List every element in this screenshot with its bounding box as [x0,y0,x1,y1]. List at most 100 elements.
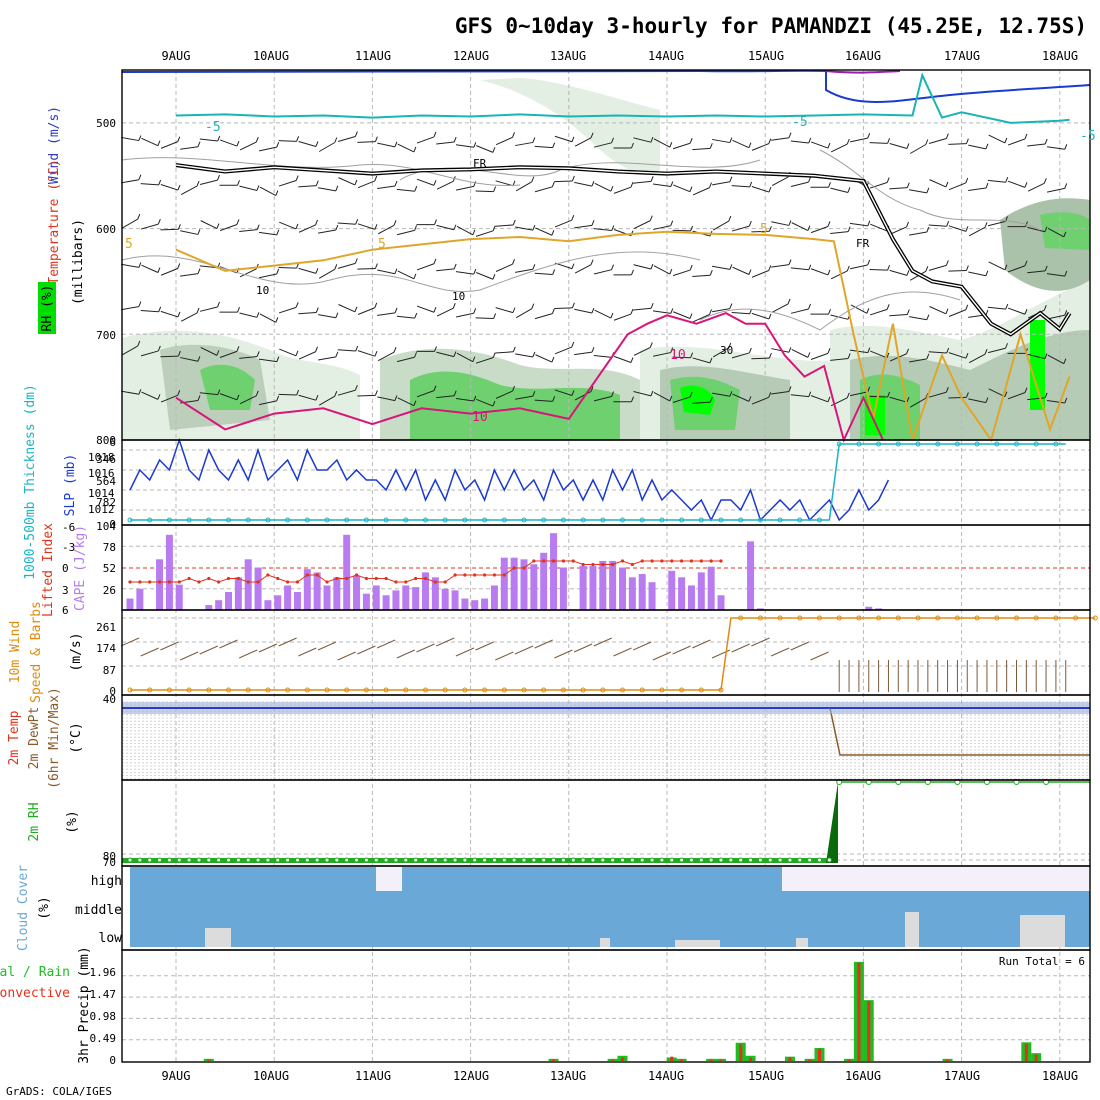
wind-barb [199,138,218,142]
wind-barb [672,396,691,403]
wind10m-marker [836,615,842,621]
wind-barb-flag [846,265,850,272]
wind10m-barb [672,645,691,655]
thickness-marker [836,441,842,447]
tick-label: 1012 [88,503,115,516]
wind10m-barb [140,647,159,657]
wind-barb-flag [532,264,536,270]
wind-barb [278,393,297,396]
wind-barb-flag [768,313,772,320]
wind-barb-flag [1024,133,1028,140]
wind10m-marker [245,687,251,693]
wind-barb-flag [315,219,318,226]
wind-barb [515,226,533,231]
wind10m-marker [915,615,921,621]
wind-barb [928,264,947,271]
chart-title: GFS 0~10day 3-hourly for PAMANDZI (45.25… [455,14,1087,38]
wind-barb [672,142,691,150]
wind-barb-flag [531,303,535,309]
cape-bar [481,598,489,610]
cloud-low-gap [905,912,919,947]
wind-barb [160,228,179,231]
wind10m-barb [258,643,278,653]
rh2m-marker [728,857,734,863]
wind-barb-flag [197,141,201,147]
wind-barb [515,308,533,319]
cape-bar [293,592,301,610]
wind-barb [396,356,415,363]
wind-barb-flag [413,400,417,406]
wind-barb-flag [453,390,457,396]
wind-barb-flag [650,390,654,397]
cape-bar [510,557,518,610]
lifted-index-marker [640,559,644,563]
rh2m-marker [314,857,320,863]
rh2m-marker [738,857,744,863]
wind-barb-flag [414,186,418,192]
tick-label: 346 [96,453,116,466]
lifted-index-marker [473,573,477,577]
wind-barb [298,141,317,147]
rh2m-marker [344,857,350,863]
rh2m-marker [324,857,330,863]
wind-barb-flag [749,181,753,188]
wind-barb-flag [157,394,161,400]
wind-barb [495,263,513,272]
lifted-index-marker [394,580,398,584]
wind-barb-flag [512,346,516,352]
wind-barb-flag [926,187,930,194]
rh2m-marker [137,857,143,863]
wind-barb [1007,265,1026,273]
wind-barb-flag [867,132,871,139]
tick-label: 6 [62,604,69,617]
wind-barb [180,146,199,150]
rh2m-marker [166,857,172,863]
cape-bar [284,585,292,610]
thickness-marker [698,517,704,523]
wind-barb-flag [393,347,397,353]
rh2m-marker [659,857,665,863]
wind-barb [653,392,671,402]
wind-barb [672,229,691,232]
lifted-index-marker [295,580,300,584]
wind-barb-flag [237,180,240,186]
wind-barb-flag [177,390,181,396]
wind10m-barb [475,641,494,651]
wind-barb-flag [217,301,220,308]
wind-barb-flag [1024,182,1028,188]
wind-barb-flag [374,263,378,269]
wind-barb-flag [157,140,161,146]
rh2m-marker [373,857,379,863]
lifted-index-marker [384,576,388,581]
wind10m-marker [856,615,862,621]
rh2m-marker [521,857,527,863]
wind-barb [948,396,967,399]
rh-blob [680,385,715,415]
rh-contour-line [121,251,701,293]
wind-barb-flag [689,264,693,271]
tick-label: -3 [62,541,75,554]
wind-barb [909,231,927,236]
lifted-index-marker [433,580,437,584]
wind-barb-flag [531,176,535,182]
wind-barb-flag [591,180,595,187]
rh-contour-label: 10 [452,290,465,303]
wind-barb-flag [196,180,200,187]
wind-barb-flag [394,141,398,148]
wind-barb-flag [729,303,733,309]
wind10m-marker [285,687,291,693]
wind-barb [475,317,494,319]
lifted-index-marker [542,559,546,563]
wind-barb [278,267,297,269]
lifted-index-marker [364,576,368,581]
wind-barb-flag [1024,309,1028,315]
wind-barb-flag [709,357,713,364]
wind-barb-flag [945,387,949,393]
wind-barb-flag [433,307,437,313]
tick-label: 600 [96,223,116,236]
upper-air-labels: Wind (m/s) Temperature (°C) (millibars) … [38,106,86,334]
wind-barb [791,222,809,231]
wind-barb-flag [157,267,161,273]
wind-barb [574,137,592,147]
wind-barb [1007,180,1026,188]
